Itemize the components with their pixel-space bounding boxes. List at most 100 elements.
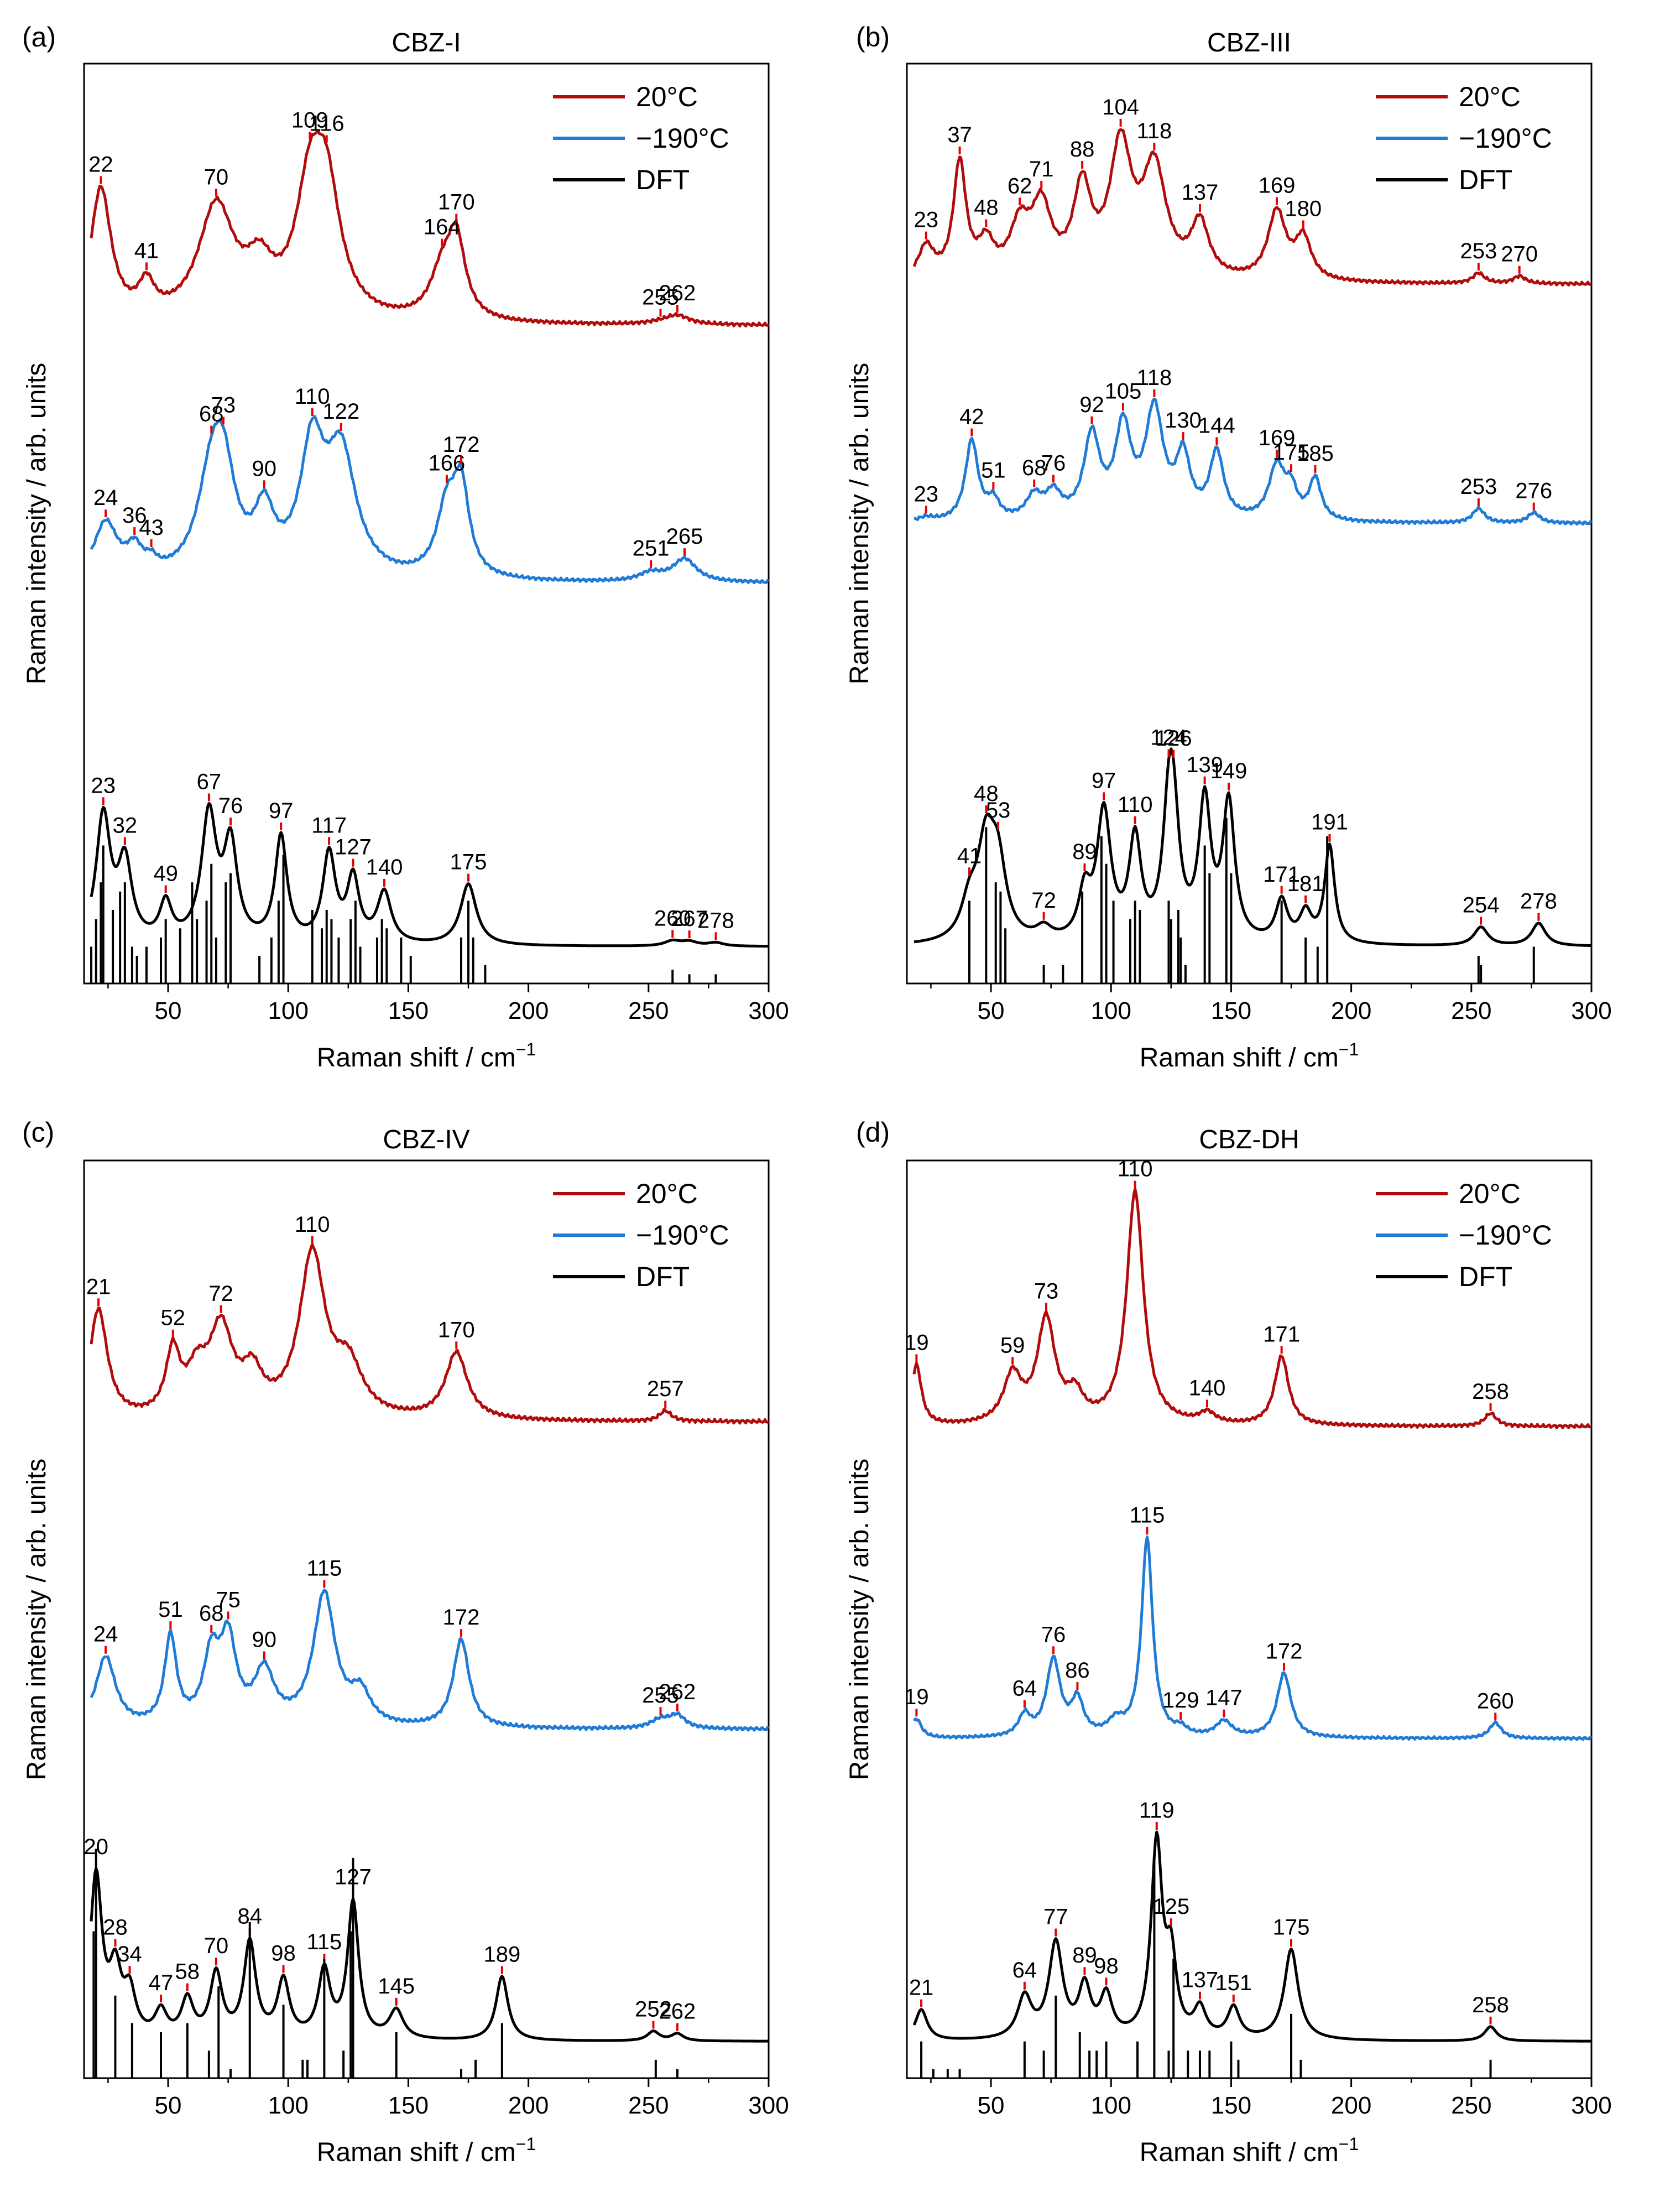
panel-c-letter: (c)	[22, 1117, 55, 1148]
peak-label: 175	[1273, 440, 1310, 465]
peak-label: 68	[1022, 456, 1047, 480]
peak-label: 90	[252, 1627, 277, 1652]
peak-label: 125	[1152, 1894, 1189, 1919]
series-20c	[912, 128, 1592, 287]
peak-label: 41	[134, 238, 159, 263]
peak-label: 34	[117, 1942, 142, 1966]
legend-label-1: −190°C	[1459, 1220, 1552, 1251]
peak-label: 267	[671, 907, 708, 931]
legend-label-2: DFT	[636, 1261, 690, 1292]
peak-label: 49	[153, 862, 178, 886]
peak-label: 127	[335, 835, 372, 860]
x-tick-label: 300	[1571, 2092, 1611, 2119]
peak-label: 53	[986, 798, 1011, 823]
peak-label: 166	[429, 451, 466, 476]
plot-frame	[83, 1159, 770, 2079]
peak-label: 86	[1065, 1658, 1090, 1683]
x-tick-label: 200	[1331, 2092, 1371, 2119]
legend-label-0: 20°C	[636, 81, 698, 112]
y-axis-label: Raman intensity / arb. units	[22, 363, 51, 685]
peak-label: 255	[642, 285, 679, 310]
peak-label: 170	[438, 190, 475, 215]
peak-label: 180	[1285, 196, 1322, 221]
peak-label: 124	[1150, 726, 1187, 750]
peak-label: 36	[122, 503, 147, 528]
series-minus190c	[90, 415, 770, 585]
peak-label: 115	[1129, 1503, 1165, 1527]
peak-label: 172	[1266, 1639, 1303, 1663]
peak-label: 129	[1162, 1688, 1199, 1713]
x-tick-label: 150	[1211, 997, 1251, 1024]
peak-label: 257	[647, 1377, 684, 1401]
x-tick-label: 50	[978, 997, 1005, 1024]
peak-label: 262	[659, 281, 696, 305]
peak-label: 73	[1034, 1279, 1059, 1303]
peak-label: 116	[309, 111, 345, 136]
plot-frame	[906, 1159, 1593, 2079]
peak-label: 170	[438, 1318, 475, 1342]
peak-label: 23	[914, 208, 939, 232]
peak-label: 71	[1029, 157, 1054, 181]
peak-label: 104	[1102, 95, 1139, 119]
legend-label-2: DFT	[1459, 164, 1512, 195]
peak-label: 258	[1472, 1380, 1509, 1404]
x-tick-label: 200	[1331, 997, 1371, 1024]
peak-label: 175	[450, 850, 487, 875]
peak-label: 181	[1287, 872, 1324, 896]
x-tick-label: 150	[1211, 2092, 1251, 2119]
series-minus190c	[90, 1589, 770, 1732]
legend-label-1: −190°C	[636, 1220, 729, 1251]
peak-label: 169	[1259, 426, 1296, 450]
peak-label: 130	[1165, 408, 1202, 433]
peak-label: 51	[158, 1597, 183, 1622]
x-tick-label: 100	[268, 2092, 309, 2119]
x-tick-label: 300	[1571, 997, 1611, 1024]
peak-label: 110	[295, 384, 330, 409]
x-tick-label: 50	[155, 997, 182, 1024]
peak-label: 70	[204, 165, 229, 189]
peak-label: 58	[175, 1960, 200, 1984]
peak-label: 64	[1012, 1677, 1037, 1701]
x-tick-label: 150	[388, 2092, 429, 2119]
peak-label: 72	[1031, 888, 1056, 913]
panel-title: CBZ-DH	[1199, 1125, 1299, 1154]
peak-label: 70	[204, 1934, 229, 1958]
peak-label: 137	[1182, 180, 1219, 205]
peak-label: 42	[959, 405, 984, 429]
x-tick-label: 150	[388, 997, 429, 1024]
peak-label: 90	[252, 456, 277, 481]
peak-label: 19	[904, 1685, 929, 1709]
x-tick-label: 250	[628, 2092, 669, 2119]
peak-label: 117	[311, 813, 347, 837]
peak-label: 48	[974, 196, 999, 220]
peak-label: 265	[666, 524, 703, 549]
peak-label: 52	[160, 1306, 185, 1330]
plot-frame	[906, 63, 1593, 985]
x-tick-label: 100	[268, 997, 309, 1024]
peak-label: 62	[1008, 174, 1032, 198]
peak-label: 278	[697, 908, 734, 933]
series-minus190c	[912, 1536, 1593, 1741]
peak-label: 172	[443, 433, 480, 457]
peak-label: 149	[1210, 759, 1248, 783]
peak-label: 64	[1012, 1958, 1037, 1982]
y-axis-label: Raman intensity / arb. units	[22, 1459, 51, 1781]
peak-label: 73	[211, 393, 236, 418]
peak-label: 253	[1460, 475, 1497, 499]
peak-label: 105	[1105, 379, 1142, 403]
peak-label: 98	[271, 1942, 296, 1966]
peak-label: 260	[654, 906, 691, 930]
x-tick-label: 200	[508, 997, 549, 1024]
x-tick-label: 50	[978, 2092, 1005, 2119]
peak-label: 137	[1182, 1968, 1219, 1992]
peak-label: 48	[974, 782, 999, 806]
peak-label: 110	[1118, 1157, 1153, 1182]
series-dft	[914, 747, 1592, 948]
plot-frame	[83, 63, 770, 985]
peak-label: 22	[88, 153, 113, 177]
peak-label: 68	[199, 402, 224, 426]
peak-label: 92	[1079, 393, 1104, 417]
series-20c	[90, 129, 769, 328]
panel-title: CBZ-IV	[383, 1125, 469, 1154]
peak-label: 68	[199, 1601, 224, 1626]
